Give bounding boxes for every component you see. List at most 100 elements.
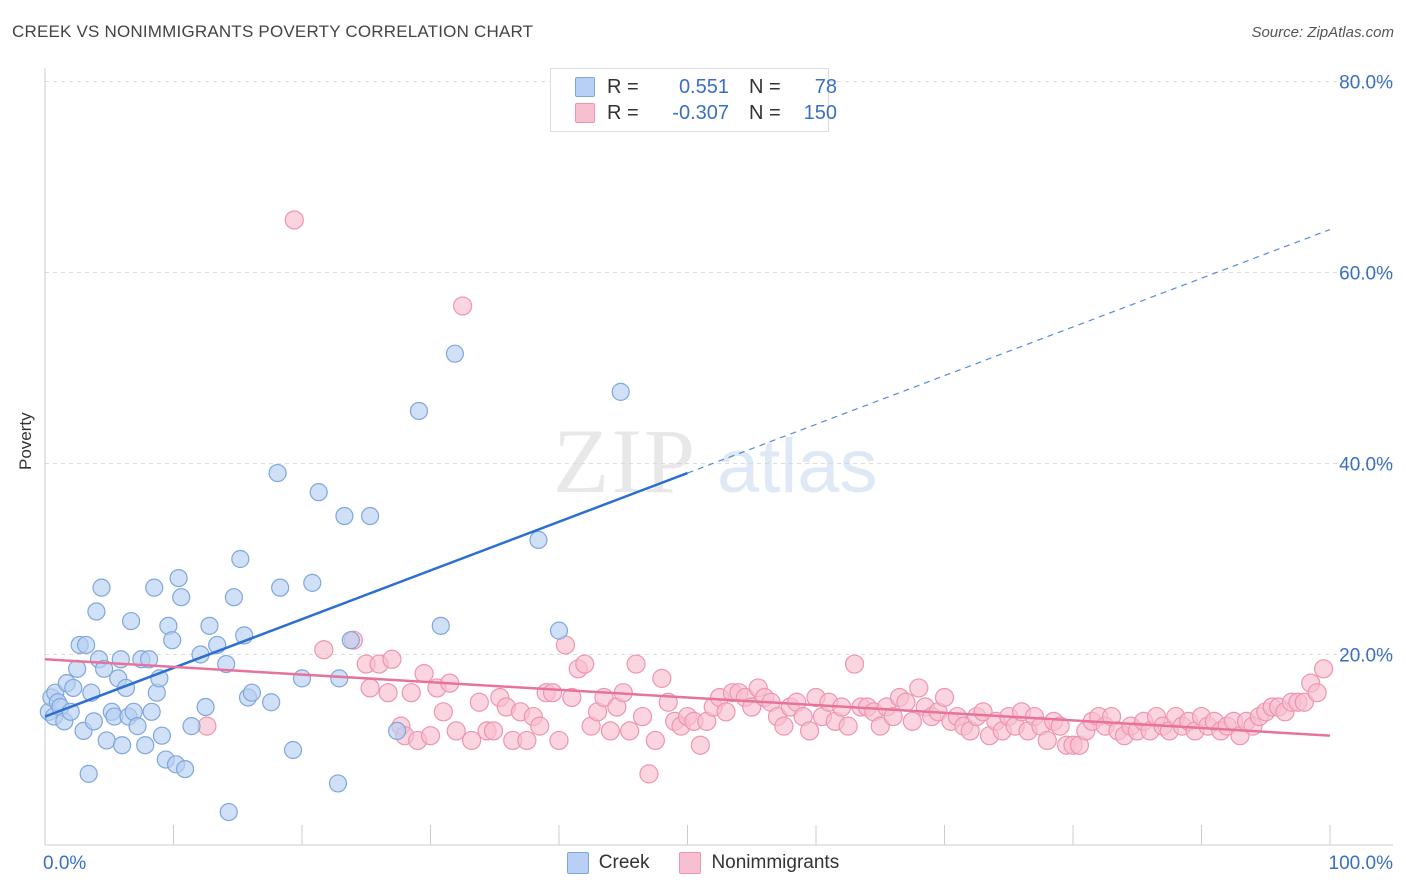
x-tick-label: 100.0% (1329, 853, 1394, 874)
nonimmigrants-point (530, 716, 550, 736)
creek-point (112, 736, 132, 755)
creek-point (136, 736, 155, 755)
nonimmigrants-point (652, 668, 672, 688)
creek-point (611, 382, 630, 401)
legend-r-label: R = (607, 101, 639, 124)
creek-point (431, 616, 450, 635)
creek-point (242, 683, 261, 702)
nonimmigrants-trend-line (44, 658, 1331, 737)
series-swatch-creek (566, 852, 589, 874)
nonimmigrants-point (639, 764, 659, 784)
nonimmigrants-point (883, 706, 903, 727)
nonimmigrants-point (626, 654, 646, 674)
creek-point (409, 401, 429, 421)
creek-point (262, 693, 281, 712)
creek-point (529, 530, 548, 550)
legend-row-creek: R = 0.551 N = 78 (575, 74, 837, 100)
nonimmigrants-points (197, 210, 1334, 784)
chart-title: CREEK VS NONIMMIGRANTS POVERTY CORRELATI… (12, 22, 534, 41)
source-label: Source: ZipAtlas.com (1251, 24, 1394, 41)
creek-point (283, 740, 303, 760)
creek-point (128, 717, 147, 736)
series-legend-creek[interactable]: Creek (566, 852, 650, 874)
creek-point (292, 669, 312, 688)
nonimmigrants-point (774, 716, 794, 736)
grid-lines (45, 81, 1393, 655)
nonimmigrants-point (896, 692, 916, 712)
creek-point (341, 631, 360, 650)
nonimmigrants-point (632, 706, 653, 727)
legend-r-label: R = (607, 75, 639, 98)
creek-point (387, 721, 407, 741)
series-label-creek: Creek (598, 852, 650, 873)
creek-point (169, 568, 188, 588)
creek-point (163, 631, 182, 650)
nonimmigrants-point (469, 692, 489, 712)
creek-point (175, 759, 195, 779)
nonimmigrants-point (433, 702, 453, 722)
creek-point (217, 654, 236, 674)
y-tick-label: 60.0% (1339, 264, 1393, 285)
creek-point (335, 506, 354, 526)
y-tick-label: 20.0% (1339, 646, 1393, 667)
correlation-legend: R = 0.551 N = 78 R = -0.307 N = 150 (550, 68, 837, 132)
nonimmigrants-point (197, 716, 217, 736)
nonimmigrants-point (716, 702, 736, 722)
creek-point (64, 678, 83, 698)
legend-r-value: -0.307 (672, 101, 729, 124)
creek-point (142, 702, 161, 721)
series-legend: Creek Nonimmigrants (0, 852, 1406, 874)
creek-point (361, 506, 380, 526)
nonimmigrants-point (838, 716, 858, 736)
series-legend-nonimmigrants[interactable]: Nonimmigrants (679, 852, 839, 874)
nonimmigrants-point (902, 711, 922, 731)
creek-point (303, 573, 322, 592)
creek-point (268, 463, 287, 483)
creek-point (172, 588, 191, 607)
legend-r-value: 0.551 (678, 75, 729, 98)
creek-point (95, 659, 114, 678)
legend-swatch-creek (575, 77, 595, 97)
legend-row-nonimmigrants: R = -0.307 N = 150 (575, 100, 837, 126)
y-axis-label: Poverty (16, 412, 35, 470)
creek-point (196, 697, 215, 717)
creek-point (200, 616, 219, 635)
nonimmigrants-point (600, 721, 621, 741)
nonimmigrants-point (844, 654, 865, 674)
nonimmigrants-point (575, 654, 595, 674)
creek-trend-line (44, 471, 688, 718)
nonimmigrants-point (462, 730, 482, 751)
creek-point (121, 611, 141, 631)
nonimmigrants-point (360, 678, 380, 698)
nonimmigrants-point (870, 716, 890, 736)
nonimmigrants-point (446, 721, 466, 741)
watermark: ZIP atlas (553, 410, 878, 512)
creek-point (97, 731, 116, 750)
nonimmigrants-point (420, 726, 441, 746)
watermark-zip: ZIP (553, 410, 697, 512)
nonimmigrants-point (382, 649, 402, 669)
creek-point (219, 802, 238, 822)
nonimmigrants-point (1050, 716, 1070, 736)
watermark-atlas: atlas (717, 424, 878, 509)
series-swatch-nonimmigrants (679, 852, 702, 874)
creek-point (182, 717, 201, 736)
legend-n-label: N = (749, 101, 781, 124)
nonimmigrants-point (934, 687, 955, 708)
nonimmigrants-point (645, 730, 665, 751)
nonimmigrants-point (453, 296, 473, 316)
creek-point (145, 578, 164, 597)
nonimmigrants-point (314, 640, 334, 660)
creek-point (152, 726, 172, 745)
creek-point (68, 659, 87, 678)
tick-labels: 20.0% 40.0% 60.0% 80.0% 0.0% 100.0% (43, 73, 1393, 875)
creek-point (92, 578, 111, 597)
creek-point (139, 650, 159, 669)
creek-point (84, 712, 103, 731)
y-tick-label: 80.0% (1339, 73, 1393, 94)
legend-n-value: 150 (803, 101, 837, 124)
nonimmigrants-point (401, 683, 421, 703)
nonimmigrants-point (1313, 659, 1334, 679)
y-tick-label: 40.0% (1339, 455, 1393, 476)
